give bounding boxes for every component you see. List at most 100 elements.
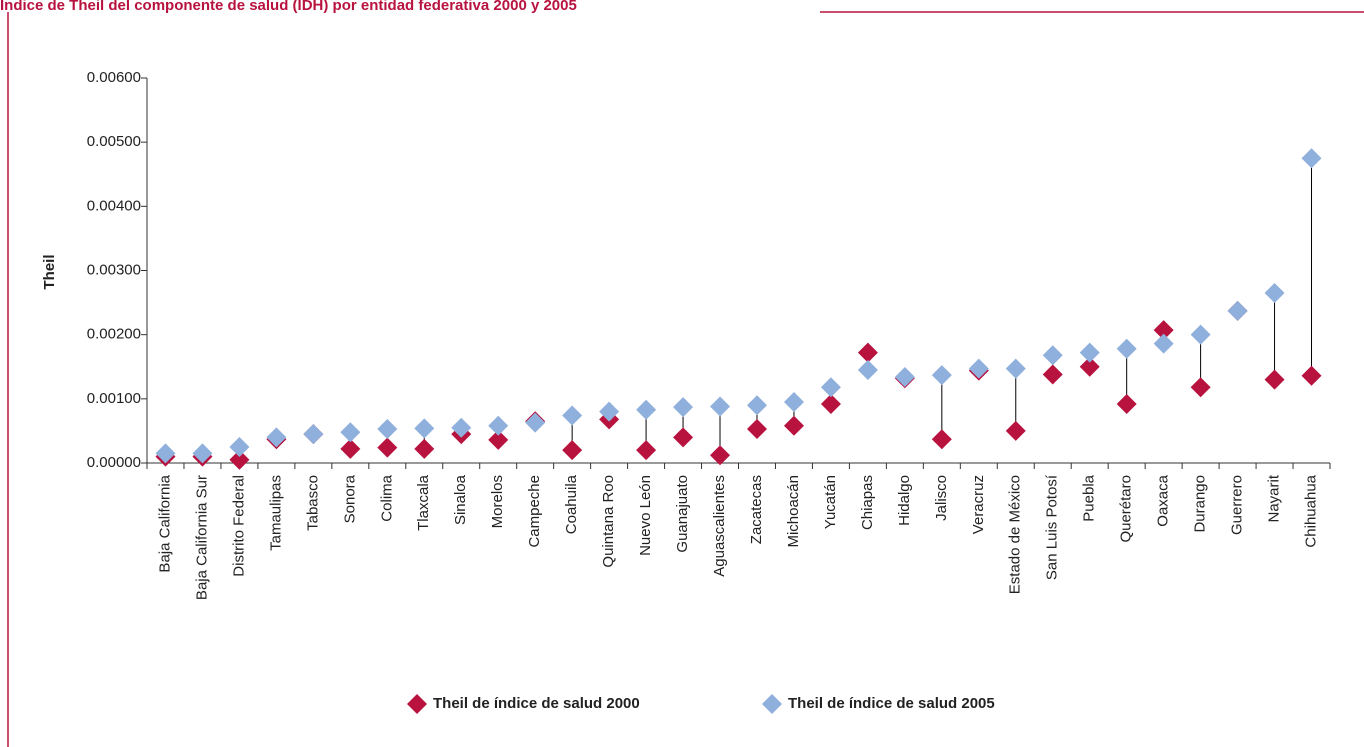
data-point bbox=[1301, 365, 1322, 386]
data-point bbox=[1153, 320, 1174, 341]
data-point bbox=[1116, 338, 1137, 359]
data-point bbox=[340, 422, 361, 443]
data-point bbox=[340, 438, 361, 459]
data-point bbox=[931, 429, 952, 450]
data-point bbox=[746, 418, 767, 439]
data-point bbox=[1190, 377, 1211, 398]
x-tick-label: Veracruz bbox=[970, 475, 987, 534]
data-point bbox=[636, 440, 657, 461]
data-point bbox=[1301, 148, 1322, 169]
data-point bbox=[451, 417, 472, 438]
data-point bbox=[488, 429, 509, 450]
data-point bbox=[1042, 345, 1063, 366]
data-point bbox=[1264, 282, 1285, 303]
x-tick-label: Tlaxcala bbox=[415, 474, 432, 531]
data-point bbox=[636, 399, 657, 420]
data-point bbox=[1227, 300, 1248, 321]
x-tick-label: Michoacán bbox=[785, 475, 802, 548]
x-tick-label: Oaxaca bbox=[1155, 474, 1172, 526]
data-point bbox=[414, 438, 435, 459]
data-point bbox=[1005, 358, 1026, 379]
legend-swatch bbox=[762, 694, 782, 714]
x-tick-label: Distrito Federal bbox=[230, 475, 247, 577]
data-point bbox=[562, 440, 583, 461]
data-point bbox=[857, 342, 878, 363]
y-tick-label: 0.00300 bbox=[87, 261, 141, 278]
x-tick-label: Aguascalientes bbox=[711, 475, 728, 577]
data-point bbox=[894, 367, 915, 388]
x-tick-label: Guanajuato bbox=[674, 475, 691, 553]
data-point bbox=[820, 393, 841, 414]
x-tick-label: Querétaro bbox=[1118, 475, 1135, 543]
x-tick-label: Coahuila bbox=[563, 474, 580, 534]
x-tick-label: Estado de México bbox=[1007, 475, 1024, 594]
x-tick-label: Hidalgo bbox=[896, 475, 913, 526]
data-point bbox=[266, 427, 287, 448]
x-tick-label: Jalisco bbox=[933, 475, 950, 521]
y-tick-label: 0.00600 bbox=[87, 69, 141, 86]
y-tick-label: 0.00500 bbox=[87, 133, 141, 150]
data-point bbox=[1042, 364, 1063, 385]
legend-label: Theil de índice de salud 2005 bbox=[788, 695, 995, 712]
y-tick-label: 0.00100 bbox=[87, 390, 141, 407]
data-point bbox=[673, 397, 694, 418]
data-point bbox=[229, 436, 250, 457]
data-point bbox=[414, 418, 435, 439]
x-tick-label: Yucatán bbox=[822, 475, 839, 529]
data-point bbox=[968, 358, 989, 379]
data-point bbox=[710, 396, 731, 417]
x-tick-label: Zacatecas bbox=[748, 475, 765, 544]
data-point bbox=[303, 424, 324, 445]
data-point bbox=[1079, 342, 1100, 363]
data-point bbox=[673, 427, 694, 448]
data-point bbox=[820, 377, 841, 398]
data-point bbox=[746, 395, 767, 416]
data-point bbox=[1079, 356, 1100, 377]
x-tick-label: Colima bbox=[378, 474, 395, 521]
x-tick-label: Baja California Sur bbox=[193, 475, 210, 600]
data-point bbox=[1116, 393, 1137, 414]
data-point bbox=[562, 405, 583, 426]
data-point bbox=[1153, 333, 1174, 354]
data-point bbox=[525, 412, 546, 433]
data-point bbox=[1264, 369, 1285, 390]
data-point bbox=[488, 415, 509, 436]
y-tick-label: 0.00200 bbox=[87, 326, 141, 343]
y-tick-label: 0.00000 bbox=[87, 454, 141, 471]
data-point bbox=[710, 445, 731, 466]
data-point bbox=[599, 401, 620, 422]
x-tick-label: Guerrero bbox=[1229, 475, 1246, 535]
chart-title: Índice de Theil del componente de salud … bbox=[0, 0, 577, 14]
data-point bbox=[377, 437, 398, 458]
data-point bbox=[783, 415, 804, 436]
x-tick-label: Quintana Roo bbox=[600, 475, 617, 568]
x-tick-label: Sonora bbox=[341, 474, 358, 523]
data-point bbox=[377, 418, 398, 439]
x-tick-label: Chiapas bbox=[859, 475, 876, 530]
data-point bbox=[155, 443, 176, 464]
x-tick-label: Sinaloa bbox=[452, 474, 469, 525]
x-tick-label: Nuevo León bbox=[637, 475, 654, 556]
x-tick-label: Campeche bbox=[526, 475, 543, 548]
x-tick-label: Puebla bbox=[1081, 474, 1098, 521]
legend-label: Theil de índice de salud 2000 bbox=[433, 695, 640, 712]
data-point bbox=[229, 449, 250, 470]
y-tick-label: 0.00400 bbox=[87, 197, 141, 214]
data-point bbox=[857, 359, 878, 380]
legend-swatch bbox=[407, 694, 427, 714]
x-tick-label: Nayarit bbox=[1266, 474, 1283, 522]
data-point bbox=[1005, 420, 1026, 441]
x-tick-label: Chihuahua bbox=[1302, 474, 1319, 547]
data-point bbox=[1190, 324, 1211, 345]
x-tick-label: San Luis Potosí bbox=[1044, 474, 1061, 580]
x-tick-label: Durango bbox=[1192, 475, 1209, 533]
data-point bbox=[192, 443, 213, 464]
x-tick-label: Baja California bbox=[156, 474, 173, 572]
data-point bbox=[931, 365, 952, 386]
y-axis-label: Theil bbox=[41, 254, 58, 289]
x-tick-label: Tabasco bbox=[304, 475, 321, 531]
x-tick-label: Tamaulipas bbox=[267, 475, 284, 551]
x-tick-label: Morelos bbox=[489, 475, 506, 528]
